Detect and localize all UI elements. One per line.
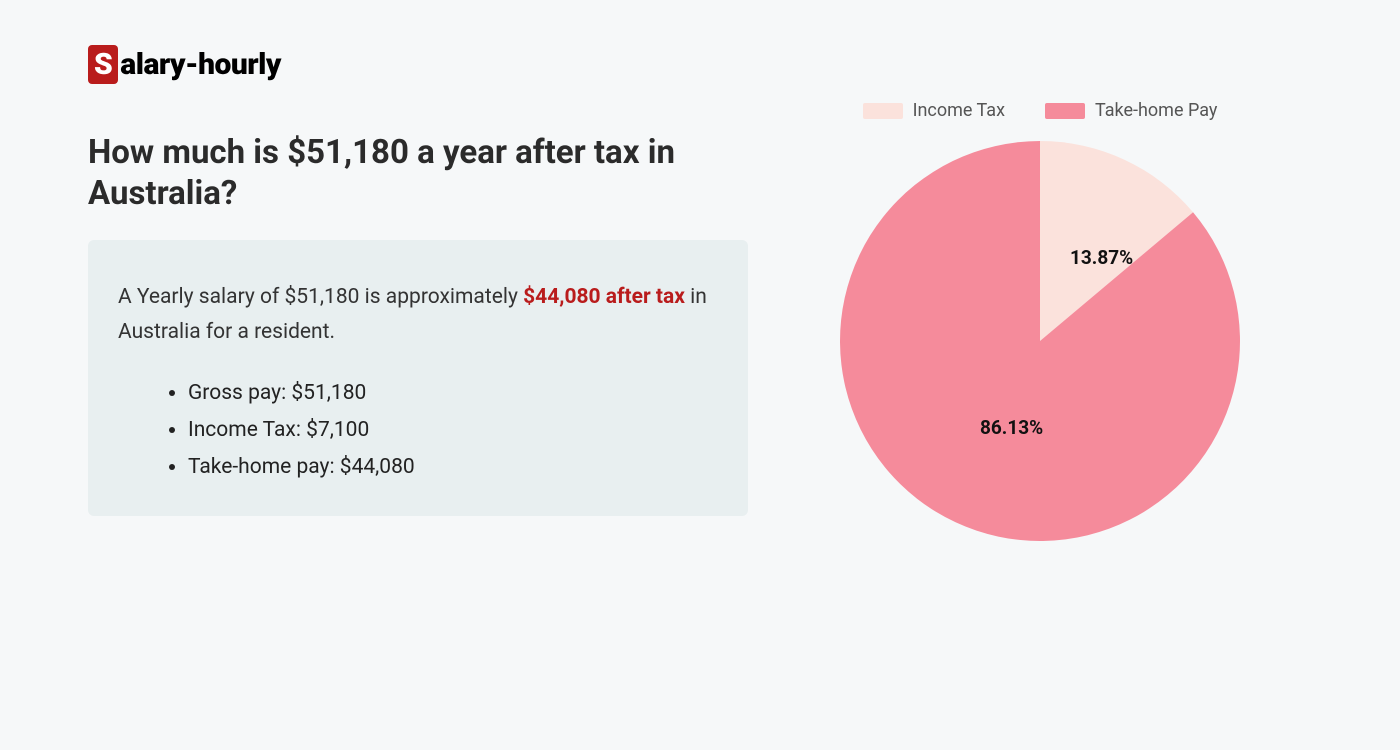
legend-item-income-tax: Income Tax — [863, 100, 1005, 121]
summary-highlight: $44,080 after tax — [523, 285, 685, 309]
summary-text: A Yearly salary of $51,180 is approximat… — [118, 280, 718, 349]
pie-canvas: 13.87% 86.13% — [840, 141, 1240, 541]
list-item: Take-home pay: $44,080 — [188, 449, 718, 486]
logo-badge: S — [88, 45, 118, 84]
legend-swatch — [863, 103, 903, 119]
pie-chart: Income Tax Take-home Pay 13.87% 86.13% — [820, 100, 1260, 541]
summary-list: Gross pay: $51,180 Income Tax: $7,100 Ta… — [118, 375, 718, 485]
summary-prefix: A Yearly salary of $51,180 is approximat… — [118, 285, 523, 309]
pie-slice-label: 13.87% — [1070, 246, 1133, 269]
logo-text: alary-hourly — [120, 47, 281, 82]
pie-slice-label: 86.13% — [980, 416, 1043, 439]
logo: Salary-hourly — [88, 45, 281, 84]
pie-svg — [840, 141, 1240, 541]
legend-label: Take-home Pay — [1095, 100, 1217, 121]
legend-item-take-home: Take-home Pay — [1045, 100, 1217, 121]
legend-label: Income Tax — [913, 100, 1005, 121]
page-title: How much is $51,180 a year after tax in … — [88, 132, 708, 215]
chart-legend: Income Tax Take-home Pay — [820, 100, 1260, 121]
summary-box: A Yearly salary of $51,180 is approximat… — [88, 240, 748, 516]
legend-swatch — [1045, 103, 1085, 119]
list-item: Income Tax: $7,100 — [188, 412, 718, 449]
list-item: Gross pay: $51,180 — [188, 375, 718, 412]
